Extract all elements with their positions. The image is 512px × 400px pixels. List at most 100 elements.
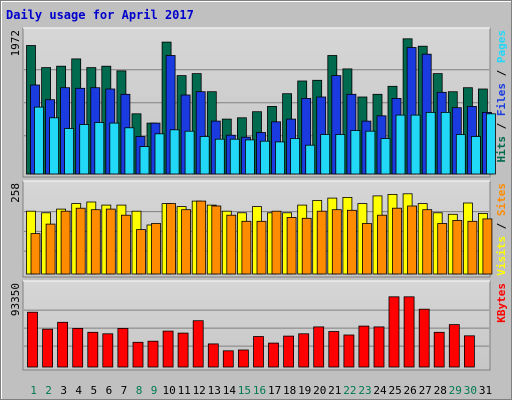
bar-sites-22 [346,209,357,275]
x-tick-label: 7 [121,384,128,397]
bar-pages-1 [34,106,44,175]
x-tick-label: 22 [343,384,356,397]
bar-kbytes-18 [283,335,295,368]
bar-kbytes-4 [72,327,84,368]
legend-pages: Pages [495,30,508,63]
bar-pages-28 [440,112,451,175]
x-tick-label: 1 [30,384,37,397]
bar-sites-2 [45,223,56,275]
x-tick-label: 16 [253,384,266,397]
panel-hits-files-pages: 1972 Hits / Files / Pages [9,27,508,178]
bar-sites-31 [482,218,493,275]
bar-kbytes-25 [388,296,400,368]
y-max-label: 258 [9,183,22,203]
panel-kbytes: 93350 KBytes [9,280,508,371]
bar-pages-30 [470,136,481,175]
bar-sites-21 [331,209,342,275]
panel-visits-sites: 258 Visits / Sites [9,180,508,278]
bar-pages-19 [305,144,316,175]
x-tick-label: 6 [106,384,113,397]
bar-pages-13 [214,138,225,175]
bar-pages-16 [260,140,270,175]
bar-sites-30 [467,220,478,275]
x-tick-label: 31 [479,384,492,397]
bar-kbytes-8 [132,341,144,368]
bar-pages-10 [169,129,180,175]
legend-separator: / [495,116,508,136]
bar-sites-14 [226,214,237,275]
bar-sites-19 [301,217,312,275]
bar-sites-3 [60,210,71,275]
legend-hits: Hits [495,136,508,163]
bar-kbytes-1 [27,311,38,368]
bar-sites-27 [422,209,433,275]
bar-sites-26 [407,205,418,275]
bar-kbytes-21 [328,331,340,368]
bar-pages-14 [229,138,240,175]
bar-kbytes-24 [373,326,385,368]
bar-kbytes-15 [237,349,249,368]
bar-pages-24 [380,138,391,175]
x-tick-label: 21 [328,384,341,397]
x-tick-label: 4 [75,384,82,397]
bar-kbytes-16 [253,336,264,368]
bar-kbytes-22 [343,334,355,368]
bar-pages-12 [199,136,210,175]
bar-kbytes-30 [463,335,475,368]
bar-pages-23 [365,130,376,175]
bar-pages-7 [124,127,135,175]
bar-sites-4 [75,207,86,275]
x-tick-label: 30 [464,384,477,397]
bar-pages-21 [335,134,346,175]
x-tick-label: 10 [162,384,175,397]
x-tick-label: 18 [283,384,296,397]
bar-pages-26 [410,114,421,175]
bar-kbytes-23 [358,325,370,368]
bar-kbytes-13 [207,343,219,368]
chart-panels: 1972 Hits / Files / Pages 258 Visits / Site… [9,27,508,371]
x-tick-label: 2 [45,384,52,397]
bar-sites-6 [105,208,116,275]
x-axis-labels: 1 2 3 4 5 6 7 8 9 10 11 12 13 14 15 16 17 18 19 20 21 22 23 24 2… [30,384,492,397]
legend-visits: Visits [495,236,508,276]
bar-pages-3 [64,128,74,175]
x-tick-label: 13 [208,384,221,397]
bar-kbytes-7 [117,327,129,368]
bar-sites-13 [211,205,222,275]
bar-kbytes-20 [313,326,325,368]
bar-sites-15 [241,220,252,275]
x-tick-label: 27 [419,384,432,397]
x-tick-label: 19 [298,384,311,397]
x-tick-label: 26 [403,384,416,397]
bar-sites-5 [90,209,101,275]
bar-pages-17 [275,141,285,175]
bar-pages-4 [79,124,90,175]
bar-sites-11 [181,209,192,275]
bar-pages-8 [139,146,150,175]
bar-pages-22 [350,130,361,175]
y-max-label: 93350 [9,283,22,316]
y-max-label: 1972 [9,30,22,57]
x-tick-label: 11 [178,384,191,397]
x-tick-label: 29 [449,384,462,397]
bar-pages-27 [425,112,436,175]
side-legend: KBytes [495,283,508,323]
bar-pages-15 [244,139,255,175]
legend-kbytes: KBytes [495,283,508,323]
bar-pages-5 [94,122,105,175]
side-legend: Hits / Files / Pages [495,30,508,163]
bar-sites-18 [286,216,297,275]
bar-kbytes-3 [57,321,68,368]
x-tick-label: 28 [434,384,447,397]
legend-sites: Sites [495,183,508,216]
bar-kbytes-5 [87,331,99,368]
x-tick-label: 3 [60,384,67,397]
bar-kbytes-10 [162,330,174,368]
legend-files: Files [495,83,508,116]
x-tick-label: 23 [358,384,371,397]
bar-sites-8 [136,229,146,275]
bar-sites-10 [166,203,177,275]
legend-separator: / [495,63,508,83]
